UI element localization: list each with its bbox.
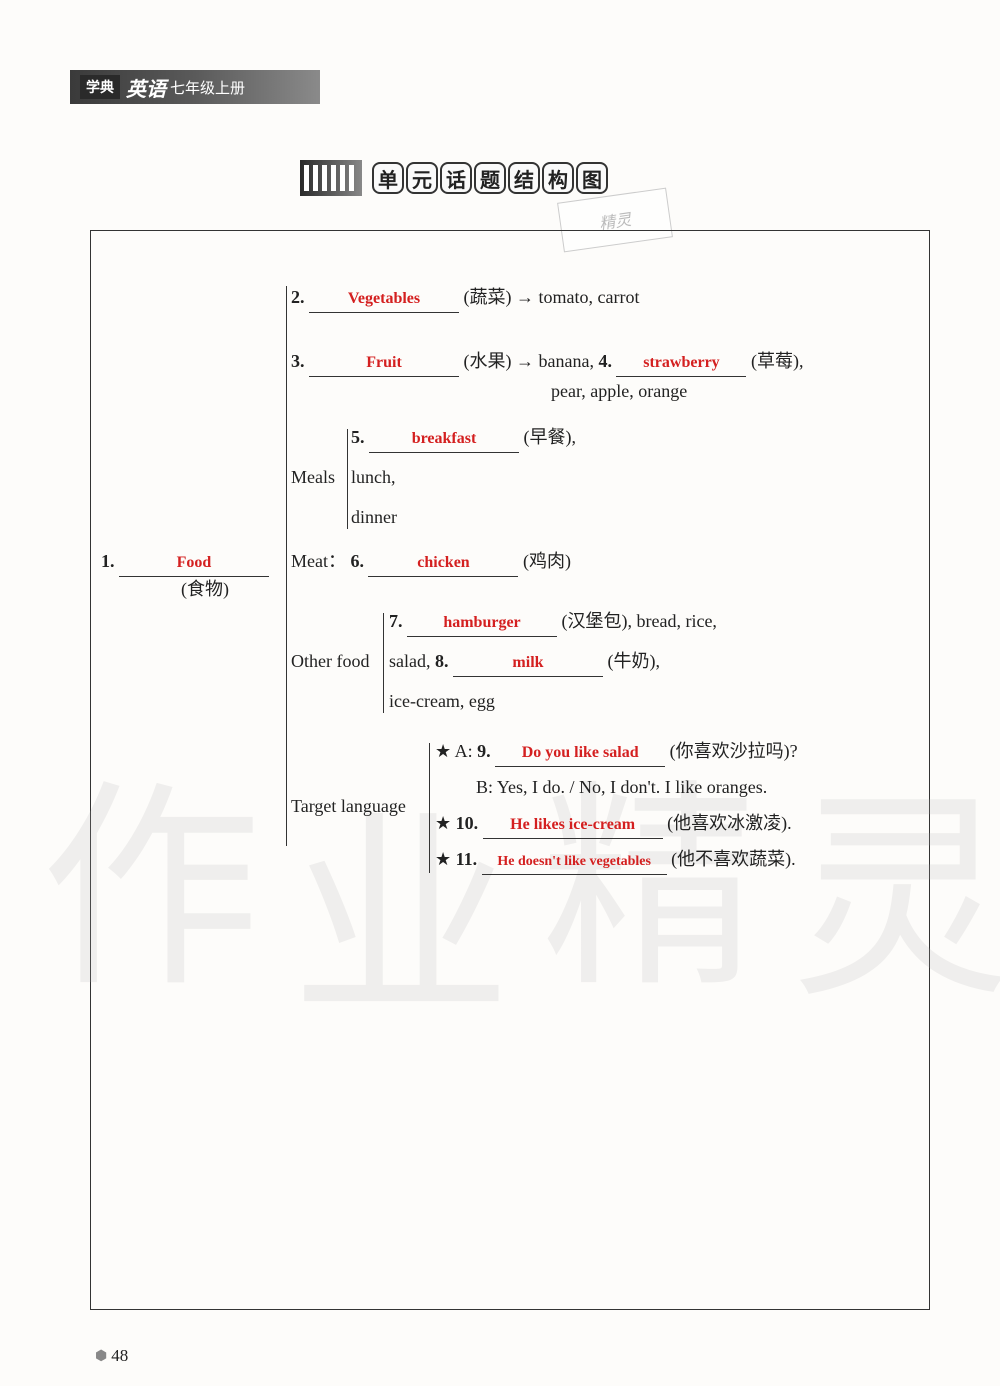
meat-label: Meat： <box>291 551 346 571</box>
q9-hint: (你喜欢沙拉吗)? <box>670 741 798 761</box>
item-5: 5. breakfast (早餐), <box>351 423 576 453</box>
q9-num: 9. <box>477 741 491 761</box>
page-number-value: 48 <box>111 1346 128 1366</box>
q1-num: 1. <box>101 551 115 571</box>
q7-num: 7. <box>389 611 403 631</box>
watermark-char: 灵 <box>791 721 1000 1039</box>
q5-num: 5. <box>351 427 365 447</box>
q6-answer: chicken <box>417 554 469 571</box>
item-9: ★ A: 9. Do you like salad (你喜欢沙拉吗)? <box>435 737 798 767</box>
book-header: 学典 英语 七年级上册 <box>70 70 320 104</box>
other-label: Other food <box>291 647 369 676</box>
meals-label: Meals <box>291 463 335 492</box>
q11-num: 11. <box>456 849 478 869</box>
bracket-meals <box>347 429 348 529</box>
q8-answer: milk <box>512 654 543 671</box>
q1-hint: (食物) <box>181 575 229 604</box>
subject-text: 英语 <box>126 73 166 102</box>
q6-num: 6. <box>350 551 364 571</box>
q7-hint: (汉堡包), bread, rice, <box>562 611 717 631</box>
bracket-target <box>429 743 430 873</box>
q11-prefix: ★ <box>435 849 456 869</box>
item-2: 2. Vegetables (蔬菜) → tomato, carrot <box>291 283 639 313</box>
q3-subline: pear, apple, orange <box>551 377 687 406</box>
title-char: 元 <box>406 162 438 194</box>
meals-dinner: dinner <box>351 503 397 532</box>
page-number: ⬢ 48 <box>95 1346 128 1366</box>
q10-prefix: ★ <box>435 813 456 833</box>
item-7: 7. hamburger (汉堡包), bread, rice, <box>389 607 717 637</box>
line-b: B: Yes, I do. / No, I don't. I like oran… <box>476 773 767 802</box>
q8-num: 8. <box>435 651 449 671</box>
watermark-char: 作 <box>41 711 261 1029</box>
meals-lunch: lunch, <box>351 463 396 492</box>
q5-hint: (早餐), <box>524 427 577 447</box>
page: 学典 英语 七年级上册 单 元 话 题 结 构 图 精灵 作 业 精 灵 1. <box>0 0 1000 1386</box>
diagram-box: 作 业 精 灵 1. Food (食物) 2. Vegetables (蔬菜) … <box>90 230 930 1310</box>
q4-num: 4. <box>598 351 612 371</box>
q4-hint: (草莓), <box>751 351 804 371</box>
q10-num: 10. <box>456 813 479 833</box>
q10-answer: He likes ice-cream <box>510 816 635 833</box>
q5-answer: breakfast <box>412 430 477 447</box>
q11-hint: (他不喜欢蔬菜). <box>671 849 796 869</box>
target-label: Target language <box>291 792 406 821</box>
q11-answer: He doesn't like vegetables <box>497 854 651 869</box>
section-header: 单 元 话 题 结 构 图 <box>300 160 608 196</box>
title-char: 单 <box>372 162 404 194</box>
item-8: salad, 8. milk (牛奶), <box>389 647 660 677</box>
logo-text: 学典 <box>80 75 120 99</box>
title-char: 题 <box>474 162 506 194</box>
q9-prefix: ★ A: <box>435 741 477 761</box>
q3-answer: Fruit <box>366 354 402 371</box>
q6-hint: (鸡肉) <box>523 551 571 571</box>
section-title: 单 元 话 题 结 构 图 <box>372 162 608 194</box>
item-1: 1. Food <box>101 547 269 577</box>
title-char: 结 <box>508 162 540 194</box>
q2-hint: (蔬菜) → tomato, carrot <box>464 287 640 307</box>
item-6: Meat： 6. chicken (鸡肉) <box>291 547 571 577</box>
q3-num: 3. <box>291 351 305 371</box>
grade-text: 七年级上册 <box>170 77 245 98</box>
header-bars-icon <box>300 160 362 196</box>
other-salad: salad, <box>389 651 435 671</box>
item-10: ★ 10. He likes ice-cream (他喜欢冰激凌). <box>435 809 792 839</box>
item-11: ★ 11. He doesn't like vegetables (他不喜欢蔬菜… <box>435 845 796 875</box>
q10-hint: (他喜欢冰激凌). <box>667 813 792 833</box>
q2-num: 2. <box>291 287 305 307</box>
bracket-main <box>286 286 287 846</box>
other-ice: ice-cream, egg <box>389 687 495 716</box>
q8-hint: (牛奶), <box>607 651 660 671</box>
q3-hint: (水果) → banana, <box>464 351 599 371</box>
q7-answer: hamburger <box>443 614 520 631</box>
q4-answer: strawberry <box>643 354 719 371</box>
q2-answer: Vegetables <box>348 290 420 307</box>
bracket-other <box>383 613 384 713</box>
q1-answer: Food <box>177 554 212 571</box>
hex-icon: ⬢ <box>95 1348 107 1365</box>
title-char: 构 <box>542 162 574 194</box>
q9-answer: Do you like salad <box>522 744 639 761</box>
title-char: 话 <box>440 162 472 194</box>
item-3: 3. Fruit (水果) → banana, 4. strawberry (草… <box>291 347 803 377</box>
title-char: 图 <box>576 162 608 194</box>
